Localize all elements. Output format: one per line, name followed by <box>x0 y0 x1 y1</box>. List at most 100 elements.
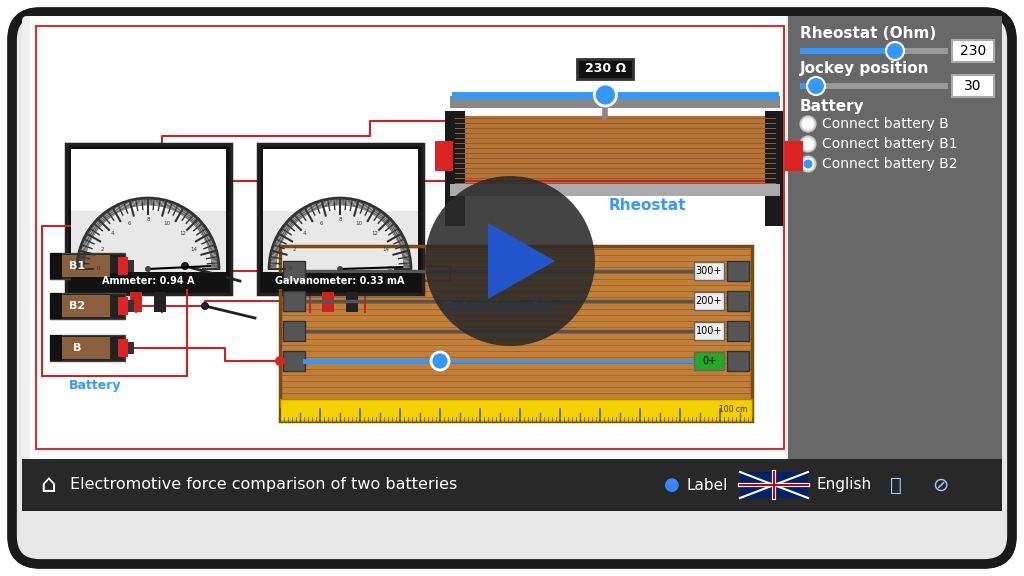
Bar <box>55 337 110 359</box>
Bar <box>71 273 225 289</box>
Bar <box>128 300 134 312</box>
Text: 12: 12 <box>179 232 186 236</box>
Text: 4: 4 <box>303 232 306 236</box>
Bar <box>50 253 62 279</box>
Bar <box>55 295 110 317</box>
Text: 0: 0 <box>289 267 292 271</box>
Text: 230: 230 <box>959 44 986 58</box>
Bar <box>22 459 1002 511</box>
Text: 30: 30 <box>965 79 982 93</box>
Bar <box>50 293 125 319</box>
Text: ●: ● <box>665 476 680 494</box>
Bar <box>740 472 808 498</box>
Bar <box>283 291 305 311</box>
Circle shape <box>202 302 209 309</box>
Circle shape <box>801 116 815 131</box>
Bar <box>128 260 134 272</box>
Text: 100+: 100+ <box>696 326 722 336</box>
Circle shape <box>804 160 812 169</box>
Bar <box>283 261 305 281</box>
Text: Connect battery B2: Connect battery B2 <box>822 157 957 171</box>
Bar <box>36 26 784 449</box>
Text: 200+: 200+ <box>695 296 722 306</box>
Bar <box>445 111 465 226</box>
Text: 10: 10 <box>355 221 362 226</box>
Bar <box>118 297 128 315</box>
FancyBboxPatch shape <box>952 40 994 62</box>
Bar <box>450 96 780 108</box>
Bar <box>455 116 775 186</box>
Polygon shape <box>488 223 555 299</box>
Circle shape <box>181 262 189 270</box>
Bar <box>694 262 724 280</box>
Text: B2: B2 <box>69 301 85 311</box>
Bar <box>727 351 749 371</box>
Circle shape <box>886 42 904 60</box>
Text: Electromotive force comparison of two batteries: Electromotive force comparison of two ba… <box>70 478 458 492</box>
Text: 15: 15 <box>386 267 393 271</box>
Bar <box>71 149 225 272</box>
Bar <box>694 352 724 370</box>
Bar <box>800 48 948 54</box>
Circle shape <box>275 356 285 366</box>
Text: ⊘: ⊘ <box>932 476 948 495</box>
Bar <box>800 83 816 89</box>
Text: 230 Ω: 230 Ω <box>585 63 626 75</box>
Text: 10: 10 <box>164 221 171 226</box>
Bar <box>50 335 62 361</box>
Text: 0+: 0+ <box>701 356 716 366</box>
Text: Rheostat (Ohm): Rheostat (Ohm) <box>800 25 936 40</box>
Circle shape <box>801 157 815 172</box>
Text: Battery: Battery <box>800 98 864 113</box>
FancyBboxPatch shape <box>257 144 423 294</box>
Text: Connect battery B: Connect battery B <box>822 117 949 131</box>
Bar <box>262 210 418 272</box>
Bar <box>154 292 166 312</box>
Text: B1: B1 <box>69 261 85 271</box>
Bar <box>50 335 125 361</box>
Bar <box>694 322 724 340</box>
Text: ⛶: ⛶ <box>890 476 902 495</box>
Bar <box>128 342 134 354</box>
Text: 0: 0 <box>96 267 100 271</box>
FancyBboxPatch shape <box>952 75 994 97</box>
Text: ⌂: ⌂ <box>40 473 56 497</box>
Text: 8: 8 <box>338 217 342 222</box>
Text: B: B <box>73 343 81 353</box>
Bar <box>280 399 752 421</box>
Text: Ammeter: 0.94 A: Ammeter: 0.94 A <box>101 276 195 286</box>
Bar <box>55 255 110 277</box>
Bar <box>788 16 1002 459</box>
Bar <box>800 48 895 54</box>
Bar <box>118 257 128 275</box>
Text: 15: 15 <box>195 267 201 271</box>
Circle shape <box>145 266 151 272</box>
Bar <box>727 291 749 311</box>
FancyBboxPatch shape <box>66 144 230 294</box>
Text: Potentiometer: Potentiometer <box>443 300 557 314</box>
Bar <box>30 16 786 459</box>
Circle shape <box>425 176 595 346</box>
Text: Jockey position: Jockey position <box>800 60 930 75</box>
Bar <box>280 399 752 421</box>
Bar <box>727 321 749 341</box>
Circle shape <box>807 77 825 95</box>
Text: 6: 6 <box>127 221 131 226</box>
Bar <box>785 141 803 171</box>
Text: English: English <box>816 478 871 492</box>
Text: 6: 6 <box>319 221 323 226</box>
Text: 12: 12 <box>372 232 379 236</box>
Text: Rheostat: Rheostat <box>608 199 686 214</box>
Bar <box>435 141 453 171</box>
Circle shape <box>801 137 815 151</box>
Bar <box>727 261 749 281</box>
Text: 2: 2 <box>100 248 103 252</box>
Bar <box>280 246 752 421</box>
Bar <box>800 83 948 89</box>
Bar <box>71 210 225 272</box>
Bar <box>118 339 128 357</box>
Bar <box>42 226 187 376</box>
Text: 14: 14 <box>190 248 198 252</box>
Circle shape <box>181 263 188 270</box>
Text: 8: 8 <box>146 217 150 222</box>
